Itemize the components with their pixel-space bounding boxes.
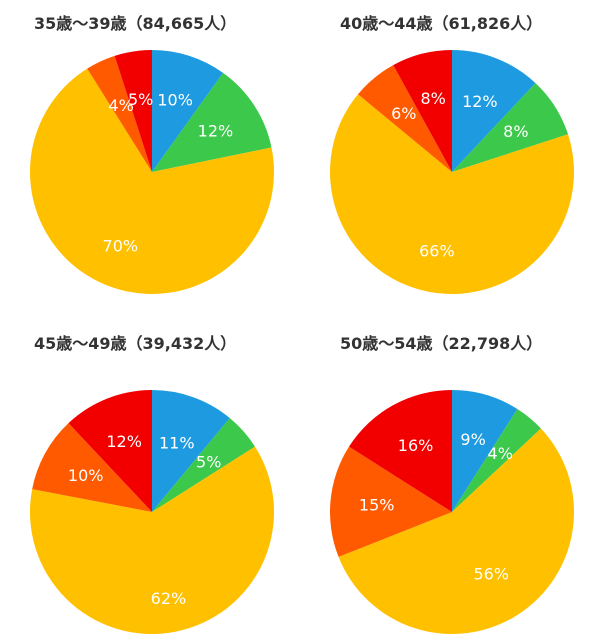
chart-title: 45歳～49歳（39,432人） <box>34 334 237 353</box>
pie-slice <box>329 94 574 294</box>
slice-label: 4% <box>488 444 513 463</box>
slice-label: 8% <box>420 89 445 108</box>
slice-label: 12% <box>462 92 498 111</box>
pie-slice <box>152 50 224 172</box>
pie-slice <box>452 408 541 512</box>
slice-label: 5% <box>128 90 153 109</box>
slice-label: 16% <box>398 436 434 455</box>
slice-label: 10% <box>68 466 104 485</box>
pie-chart-svg: 9%4% 56% 15% 16% <box>330 390 574 634</box>
slice-label: 62% <box>151 589 187 608</box>
chart-title: 50歳～54歳（22,798人） <box>340 334 543 353</box>
pie-panel-1: 35歳～39歳（84,665人） 10% 12% 70% 4% 5% <box>0 0 306 320</box>
pie-slice <box>87 55 152 172</box>
pie-slice <box>30 446 274 634</box>
pie-chart-svg: 10% 12% 70% 4%5% <box>29 50 274 294</box>
chart-title: 35歳～39歳（84,665人） <box>34 14 237 33</box>
slice-label: 12% <box>106 432 142 451</box>
pie-slice <box>330 446 452 557</box>
slice-label: 66% <box>419 242 455 261</box>
pie-slice <box>348 390 452 512</box>
pie-slice <box>152 417 256 512</box>
pie-panel-4: 50歳～54歳（22,798人） 9% 4% 56% 15% 16% <box>306 320 612 640</box>
slice-label: 56% <box>473 564 509 583</box>
slice-label: 9% <box>460 430 485 449</box>
slice-label: 11% <box>159 434 195 453</box>
pie-chart-svg: 12%8%66%6%8% <box>329 50 574 294</box>
slice-label: 15% <box>359 495 395 514</box>
pie-panel-3: 45歳～49歳（39,432人） 11% 5% 62% 10% 12% <box>0 320 306 640</box>
slice-label: 10% <box>157 90 193 109</box>
pie-slice <box>452 390 518 512</box>
pie-slice <box>452 83 569 172</box>
pie-slice <box>114 50 152 172</box>
pie-panel-2: 40歳～44歳（61,826人） 12% 8% 66% 6% 8% <box>306 0 612 320</box>
pie-slice <box>29 68 274 294</box>
pie-slice <box>152 72 272 172</box>
slice-label: 12% <box>198 121 234 140</box>
pie-slice <box>357 65 452 172</box>
slice-label: 4% <box>108 96 133 115</box>
pie-slice <box>393 50 452 172</box>
pie-slice <box>338 428 574 634</box>
chart-title: 40歳～44歳（61,826人） <box>340 14 543 33</box>
pie-chart-svg: 11%5% 62% 10%12% <box>30 390 274 634</box>
slice-label: 6% <box>391 104 416 123</box>
pie-slice <box>452 50 536 172</box>
slice-label: 70% <box>103 237 139 256</box>
pie-slice <box>152 390 230 512</box>
slice-label: 8% <box>503 122 528 141</box>
slice-label: 5% <box>196 452 221 471</box>
pie-slice <box>32 423 153 512</box>
pie-slice <box>68 390 152 512</box>
